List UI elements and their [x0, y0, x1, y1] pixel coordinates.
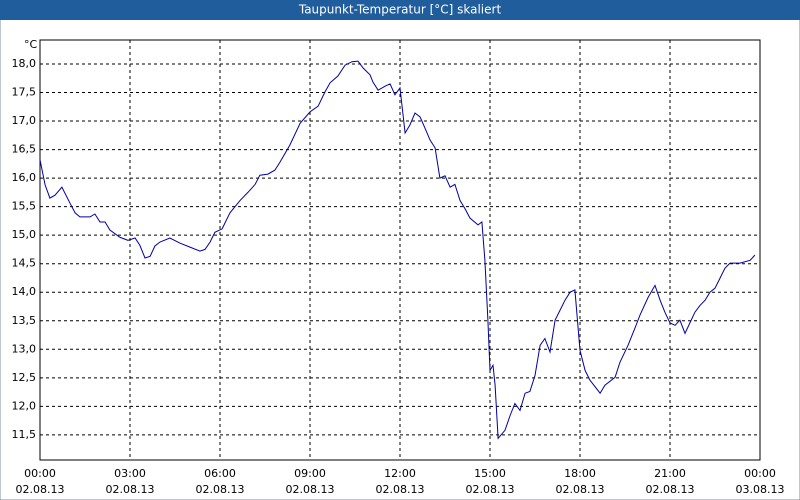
y-tick-label: 15,5	[12, 200, 37, 213]
x-tick-date: 02.08.13	[286, 483, 335, 496]
y-tick-label: 17,0	[12, 114, 37, 127]
x-tick-label: 00:00	[24, 467, 56, 480]
y-tick-label: 11,5	[12, 428, 37, 441]
y-tick-label: 13,0	[12, 342, 37, 355]
x-tick-label: 03:00	[114, 467, 146, 480]
x-tick-date: 03.08.13	[736, 483, 785, 496]
y-tick-label: 17,5	[12, 86, 37, 99]
y-tick-label: 12,5	[12, 371, 37, 384]
y-tick-label: 16,5	[12, 143, 37, 156]
x-tick-date: 02.08.13	[646, 483, 695, 496]
x-tick-label: 15:00	[474, 467, 506, 480]
x-tick-date: 02.08.13	[16, 483, 65, 496]
y-tick-label: 18,0	[12, 57, 37, 70]
x-tick-date: 02.08.13	[106, 483, 155, 496]
y-tick-label: 15,0	[12, 228, 37, 241]
data-line	[39, 60, 756, 440]
title-bar	[0, 0, 800, 20]
y-axis-label: °C	[24, 38, 38, 51]
y-tick-label: 14,0	[12, 285, 37, 298]
x-tick-label: 18:00	[564, 467, 596, 480]
x-tick-label: 00:00	[744, 467, 776, 480]
x-tick-label: 09:00	[294, 467, 326, 480]
x-tick-date: 02.08.13	[466, 483, 515, 496]
x-tick-date: 02.08.13	[196, 483, 245, 496]
x-tick-label: 12:00	[384, 467, 416, 480]
y-tick-label: 14,5	[12, 257, 37, 270]
x-tick-date: 02.08.13	[556, 483, 605, 496]
x-tick-label: 21:00	[654, 467, 686, 480]
chart-title: Taupunkt-Temperatur [°C] skaliert	[298, 3, 502, 17]
x-tick-label: 06:00	[204, 467, 236, 480]
y-tick-label: 13,5	[12, 314, 37, 327]
y-tick-label: 16,0	[12, 171, 37, 184]
y-tick-label: 12,0	[12, 399, 37, 412]
x-tick-date: 02.08.13	[376, 483, 425, 496]
